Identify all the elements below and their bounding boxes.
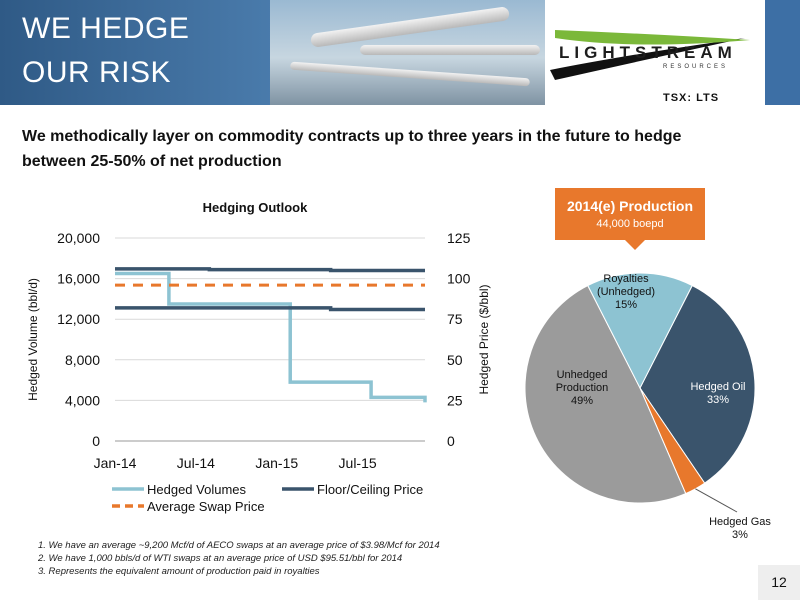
legend-label: Average Swap Price [147, 499, 265, 514]
pie-label: 49% [571, 395, 593, 407]
y2-axis-label: Hedged Price ($/bbl) [477, 284, 491, 394]
chart-axes: 0 4,000 8,000 12,000 16,000 20,000 0 25 50 75 100 1… [26, 230, 491, 471]
pie-label: 3% [732, 529, 748, 541]
y2-tick-label: 50 [447, 352, 463, 368]
footnote-3: 3. Represents the equivalent amount of p… [38, 566, 320, 577]
production-value: 44,000 boepd [596, 218, 664, 230]
pie-label: Hedged Oil [690, 381, 745, 393]
x-tick-label: Jan-14 [94, 455, 137, 471]
legend-label: Floor/Ceiling Price [317, 482, 423, 497]
pie-label: 33% [707, 394, 729, 406]
logo-area: LIGHTSTREAM RESOURCES TSX: LTS [545, 0, 765, 105]
pipeline-photo [270, 0, 545, 105]
pie-slice-royalties-unhedged- [587, 272, 693, 390]
leader-line [695, 488, 738, 513]
header: WE HEDGE OUR RISK LIGHTSTREAM RESOURCES … [0, 0, 800, 105]
pie-label: Royalties [603, 273, 649, 285]
production-callout: 2014(e) Production 44,000 boepd [555, 188, 705, 250]
pie-label: Production [556, 382, 609, 394]
slide-subtitle: We methodically layer on commodity contr… [22, 128, 682, 170]
y2-tick-label: 25 [447, 392, 463, 408]
logo-text: LIGHTSTREAM [559, 43, 737, 62]
logo-subtext: RESOURCES [663, 64, 729, 70]
legend-label: Hedged Volumes [147, 482, 247, 497]
y-tick-label: 0 [92, 433, 100, 449]
chart-grid [115, 237, 425, 442]
pie-slice-hedged-oil [639, 284, 756, 484]
hedging-outlook-chart: 0 4,000 8,000 12,000 16,000 20,000 0 25 50 75 100 1… [26, 230, 491, 514]
y-tick-label: 4,000 [65, 392, 100, 408]
ticker-symbol: TSX: LTS [663, 92, 720, 104]
y-tick-label: 8,000 [65, 352, 100, 368]
y-tick-label: 12,000 [57, 311, 100, 327]
chart-title: Hedging Outlook [202, 200, 308, 215]
y2-tick-label: 125 [447, 230, 471, 246]
y-tick-label: 16,000 [57, 271, 100, 287]
pie-label: (Unhedged) [597, 286, 655, 298]
series-floor-price [115, 306, 425, 312]
slide-title-line-1: WE HEDGE [22, 12, 190, 45]
y2-tick-label: 0 [447, 433, 455, 449]
footnote-2: 2. We have 1,000 bbls/d of WTI swaps at … [38, 553, 403, 564]
header-edge [765, 0, 800, 105]
slide-title-line-2: OUR RISK [22, 56, 172, 89]
series-hedged-volumes [115, 271, 427, 403]
chart-series [115, 267, 427, 403]
logo-swoosh-icon [550, 30, 750, 80]
pie-label: Hedged Gas [709, 516, 771, 528]
x-tick-label: Jan-15 [255, 455, 298, 471]
series-ceiling-price [115, 267, 425, 273]
footnote-1: 1. We have an average ~9,200 Mcf/d of AE… [38, 540, 440, 551]
y-axis-label: Hedged Volume (bbl/d) [26, 278, 40, 401]
pie-label: 15% [615, 299, 637, 311]
pie-slice-unhedged-production [524, 284, 687, 504]
chart-legend: Hedged Volumes Floor/Ceiling Price Average… [112, 482, 423, 514]
y2-tick-label: 100 [447, 271, 471, 287]
pie-label: Unhedged [557, 369, 608, 381]
page-number: 12 [758, 565, 800, 600]
x-tick-label: Jul-14 [177, 455, 215, 471]
x-tick-label: Jul-15 [339, 455, 377, 471]
y-tick-label: 20,000 [57, 230, 100, 246]
production-title: 2014(e) Production [566, 198, 694, 214]
y2-tick-label: 75 [447, 311, 463, 327]
footnotes: 1. We have an average ~9,200 Mcf/d of AE… [38, 540, 440, 579]
